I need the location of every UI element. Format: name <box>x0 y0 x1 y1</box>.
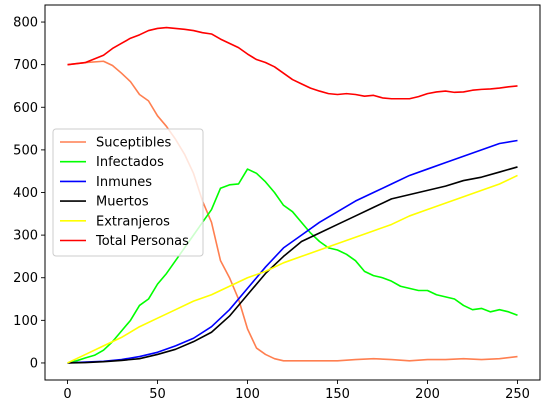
y-tick-label: 800 <box>13 16 38 31</box>
series-line-suceptibles <box>67 60 518 362</box>
legend-label: Total Personas <box>95 234 189 249</box>
y-tick-label: 0 <box>30 356 38 371</box>
series-line-extranjeros <box>67 174 518 364</box>
legend-label: Infectados <box>96 155 164 170</box>
series-group <box>67 26 518 364</box>
x-tick-label: 200 <box>415 387 440 402</box>
series-line-inmunes <box>67 139 518 364</box>
y-tick-label: 600 <box>13 101 38 116</box>
y-tick-label: 700 <box>13 58 38 73</box>
x-tick-label: 100 <box>235 387 260 402</box>
legend-label: Extranjeros <box>96 214 170 229</box>
legend-box <box>52 128 204 257</box>
legend-label: Muertos <box>96 195 149 210</box>
y-tick-label: 500 <box>13 143 38 158</box>
series-line-infectados <box>67 168 518 364</box>
legend-label: Suceptibles <box>96 136 171 151</box>
y-tick-label: 100 <box>13 314 38 329</box>
legend: Suceptibles Infectados Inmunes Muertos Extra… <box>52 128 204 257</box>
x-tick-label: 250 <box>505 387 530 402</box>
y-tick-label: 300 <box>13 229 38 244</box>
legend-label: Inmunes <box>96 175 152 190</box>
y-tick-label: 400 <box>13 186 38 201</box>
series-line-muertos <box>67 166 518 364</box>
series-line-total-personas <box>67 26 518 100</box>
x-tick-label: 0 <box>63 387 71 402</box>
y-tick-label: 200 <box>13 271 38 286</box>
y-axis-ticks: 0 100 200 300 400 500 600 700 800 <box>13 16 45 371</box>
x-tick-label: 50 <box>149 387 166 402</box>
x-axis-ticks: 0 50 100 150 200 250 <box>63 380 530 402</box>
x-tick-label: 150 <box>325 387 350 402</box>
